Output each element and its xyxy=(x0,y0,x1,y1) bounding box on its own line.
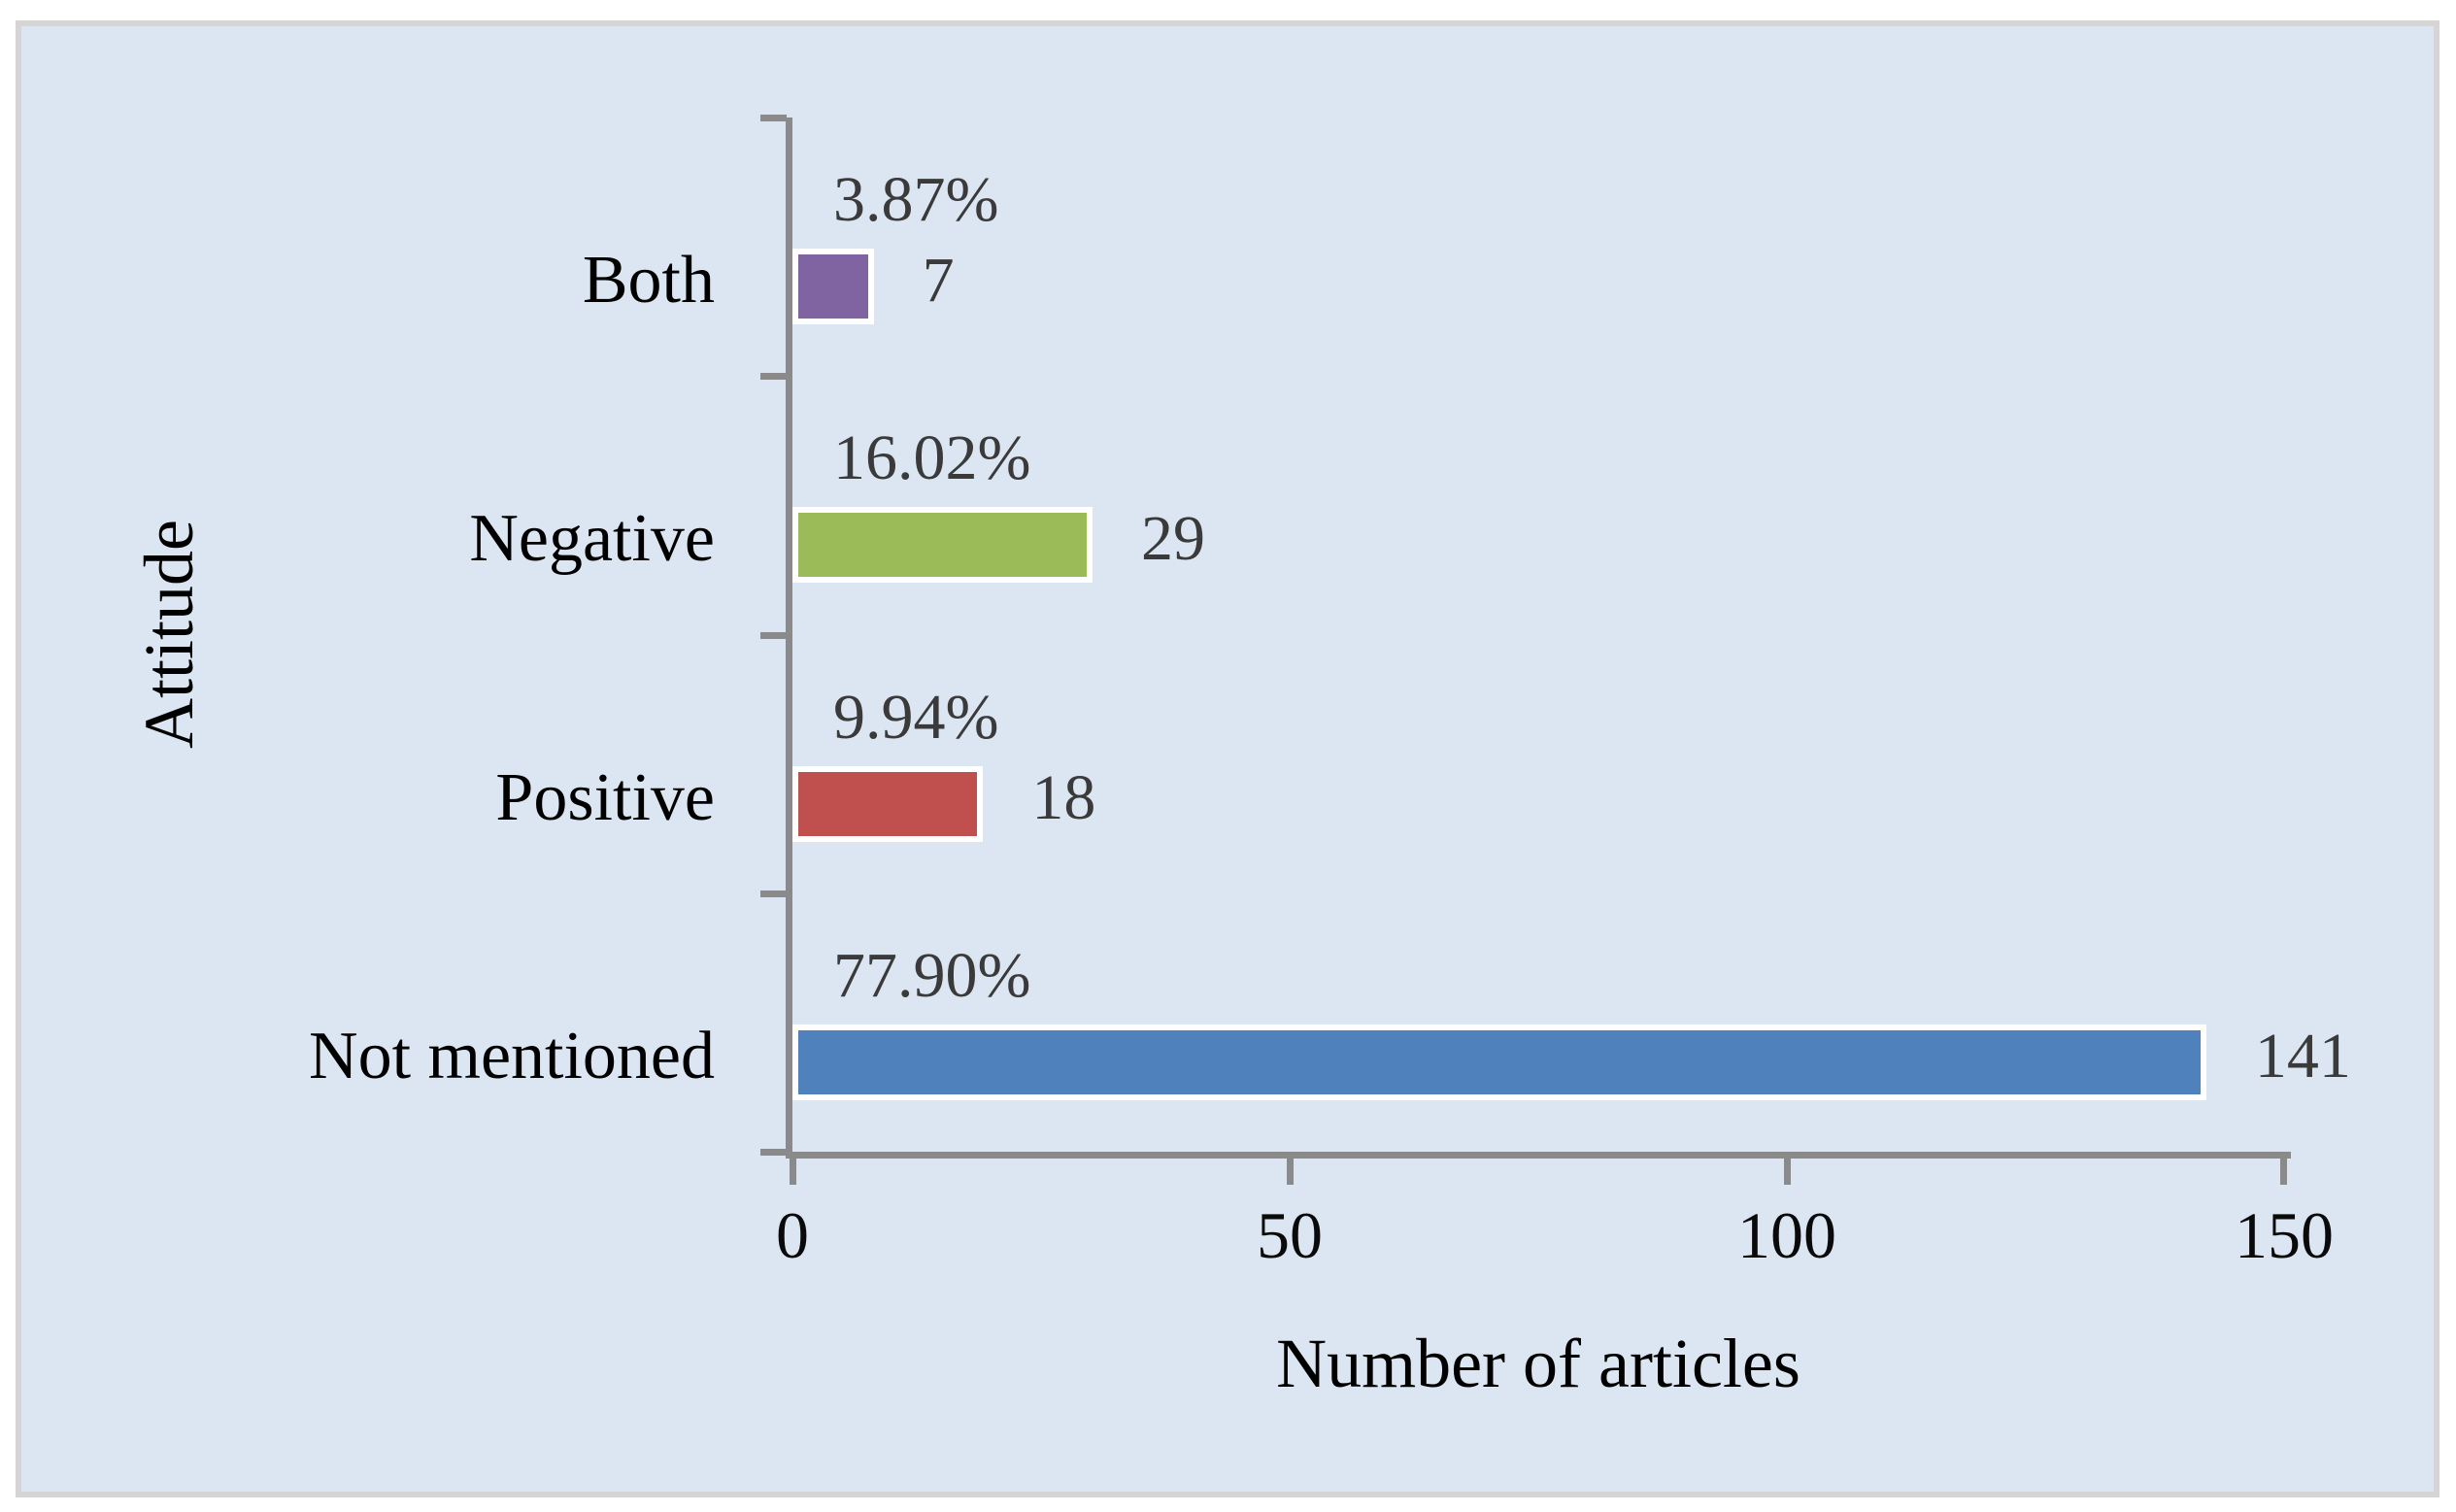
bar-row: Not mentioned 77.90% 141 xyxy=(309,893,2351,1152)
value-label: 18 xyxy=(1031,761,1096,833)
y-axis-line xyxy=(786,118,792,1159)
x-tick-label: 0 xyxy=(776,1198,809,1272)
x-axis-tick xyxy=(1784,1159,1791,1185)
value-label: 7 xyxy=(922,245,955,316)
bar-row: Both 3.87% 7 xyxy=(583,118,2284,376)
y-axis-tick xyxy=(760,1149,787,1156)
percent-label: 3.87% xyxy=(833,164,999,235)
x-axis-tick xyxy=(1286,1159,1294,1185)
value-label: 29 xyxy=(1140,503,1205,575)
y-axis-tick xyxy=(760,115,787,121)
category-label: Positive xyxy=(495,759,715,835)
x-tick-label: 150 xyxy=(2235,1198,2334,1272)
bar-row: Positive 9.94% 18 xyxy=(495,635,2284,893)
bar xyxy=(792,765,984,842)
bar xyxy=(792,507,1093,584)
bar xyxy=(792,249,874,324)
x-tick-label: 100 xyxy=(1737,1198,1836,1272)
x-axis-tick xyxy=(790,1159,796,1185)
chart-panel: Attitude Both 3.87% 7 Negative 16.02% 29… xyxy=(16,20,2439,1497)
percent-label: 16.02% xyxy=(833,422,1031,494)
percent-label: 77.90% xyxy=(833,939,1031,1011)
x-axis-line xyxy=(786,1152,2291,1159)
category-label: Not mentioned xyxy=(309,1018,715,1093)
y-axis-title: Attitude xyxy=(130,520,208,749)
y-axis-tick xyxy=(760,631,787,639)
bar xyxy=(792,1024,2206,1100)
y-axis-tick xyxy=(760,890,787,897)
x-axis-title: Number of articles xyxy=(1276,1325,1800,1402)
y-axis-tick xyxy=(760,373,787,381)
category-label: Negative xyxy=(469,501,715,577)
category-label: Both xyxy=(582,243,715,318)
x-tick-label: 50 xyxy=(1256,1198,1323,1272)
plot-area: Both 3.87% 7 Negative 16.02% 29 Positive… xyxy=(309,115,2351,1398)
bar-row: Negative 16.02% 29 xyxy=(469,376,2284,634)
percent-label: 9.94% xyxy=(833,681,999,753)
value-label: 141 xyxy=(2254,1020,2351,1092)
x-axis-tick xyxy=(2280,1159,2287,1185)
